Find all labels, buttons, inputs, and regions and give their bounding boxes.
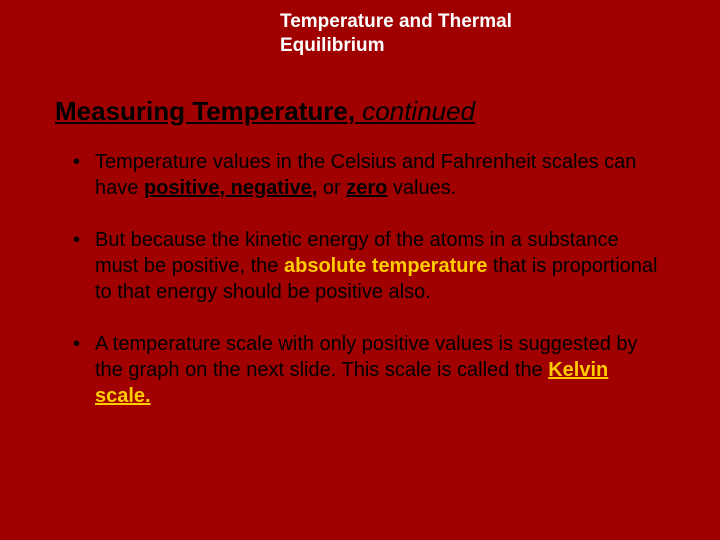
header-line-1: Temperature and Thermal xyxy=(280,11,512,32)
bullet-list: Temperature values in the Celsius and Fa… xyxy=(55,149,665,409)
bullet-text: or xyxy=(317,177,346,199)
title-continued: continued xyxy=(362,96,475,126)
bullet-item: But because the kinetic energy of the at… xyxy=(73,227,665,305)
bullet-item: Temperature values in the Celsius and Fa… xyxy=(73,149,665,201)
header-line-2: Equilibrium xyxy=(280,35,385,56)
slide-header: Temperature and Thermal Equilibrium xyxy=(0,0,720,66)
bullet-text: values. xyxy=(387,177,456,199)
bullet-item: A temperature scale with only positive v… xyxy=(73,331,665,409)
bullet-emphasis: positive, negative, xyxy=(144,177,317,199)
slide-title: Measuring Temperature, continued xyxy=(55,96,665,127)
title-main: Measuring Temperature, xyxy=(55,96,355,126)
bullet-emphasis: zero xyxy=(346,177,387,199)
slide-content: Measuring Temperature, continued Tempera… xyxy=(0,66,720,409)
bullet-emphasis: absolute temperature xyxy=(284,255,487,277)
slide: Temperature and Thermal Equilibrium Meas… xyxy=(0,0,720,540)
